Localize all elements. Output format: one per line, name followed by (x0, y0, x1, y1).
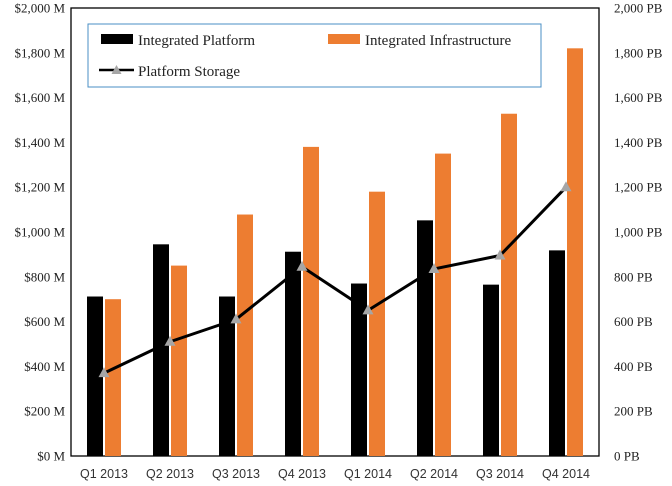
x-tick-label: Q1 2013 (80, 467, 128, 481)
y-right-tick-label: 2,000 PB (614, 1, 663, 16)
line-point-platform-storage (98, 367, 110, 378)
plot-frame (70, 7, 600, 457)
bars (87, 48, 583, 456)
y-right-tick-label: 200 PB (614, 404, 653, 419)
bar-integrated-platform (285, 251, 301, 456)
line-platform-storage (103, 186, 568, 375)
bar-integrated-infrastructure (237, 214, 253, 456)
y-right-tick-label: 1,400 PB (614, 135, 663, 150)
line-point-platform-storage (164, 335, 176, 346)
line-series (98, 181, 572, 378)
y-axis-left: $0 M $200 M $400 M $600 M $800 M $1,000 M $1,2… (14, 1, 65, 464)
y-left-tick-label: $800 M (24, 269, 65, 284)
bar-integrated-platform (351, 283, 367, 456)
bar-integrated-platform (483, 284, 499, 456)
y-left-tick-label: $2,000 M (14, 1, 65, 16)
y-right-tick-label: 800 PB (614, 269, 653, 284)
x-tick-label: Q4 2013 (278, 467, 326, 481)
bar-integrated-platform (153, 244, 169, 456)
legend-label-integrated-infrastructure: Integrated Infrastructure (365, 33, 512, 49)
legend-label-integrated-platform: Integrated Platform (138, 33, 255, 49)
y-right-tick-label: 0 PB (614, 449, 640, 464)
bar-integrated-platform (417, 220, 433, 456)
bar-integrated-platform (219, 296, 235, 456)
y-right-tick-label: 1,800 PB (614, 45, 663, 60)
y-axis-right: 0 PB 200 PB 400 PB 600 PB 800 PB 1,000 PB 1,20… (614, 1, 663, 464)
legend-label-platform-storage: Platform Storage (138, 64, 240, 80)
legend-box (87, 23, 542, 88)
legend-marker-platform-storage (111, 65, 122, 74)
y-right-tick-label: 400 PB (614, 359, 653, 374)
x-tick-label: Q3 2014 (476, 467, 524, 481)
legend-swatch-integrated-infrastructure (328, 34, 360, 44)
y-left-tick-label: $0 M (37, 449, 65, 464)
line-point-platform-storage (560, 181, 572, 192)
y-left-tick-label: $600 M (24, 314, 65, 329)
x-tick-label: Q2 2014 (410, 467, 458, 481)
y-left-tick-label: $1,000 M (14, 225, 65, 240)
y-right-tick-label: 600 PB (614, 314, 653, 329)
x-tick-label: Q3 2013 (212, 467, 260, 481)
bar-integrated-infrastructure (369, 191, 385, 456)
legend: Integrated Platform Integrated Infrastru… (87, 23, 542, 88)
bar-integrated-infrastructure (567, 48, 583, 456)
legend-swatch-integrated-platform (101, 34, 133, 44)
x-tick-label: Q4 2014 (542, 467, 590, 481)
bar-integrated-infrastructure (171, 265, 187, 456)
line-point-platform-storage (296, 260, 308, 271)
bar-integrated-infrastructure (303, 146, 319, 456)
line-point-platform-storage (428, 262, 440, 273)
y-left-tick-label: $200 M (24, 404, 65, 419)
line-point-platform-storage (494, 249, 506, 260)
bar-integrated-infrastructure (435, 153, 451, 456)
y-right-tick-label: 1,600 PB (614, 90, 663, 105)
bar-integrated-infrastructure (501, 113, 517, 456)
x-tick-label: Q1 2014 (344, 467, 392, 481)
y-left-tick-label: $1,800 M (14, 45, 65, 60)
line-point-platform-storage (362, 304, 374, 315)
bar-integrated-platform (87, 296, 103, 456)
y-right-tick-label: 1,000 PB (614, 225, 663, 240)
y-left-tick-label: $1,600 M (14, 90, 65, 105)
x-tick-label: Q2 2013 (146, 467, 194, 481)
bar-integrated-platform (549, 250, 565, 456)
x-axis: Q1 2013 Q2 2013 Q3 2013 Q4 2013 Q1 2014 Q2 20… (80, 467, 590, 481)
y-left-tick-label: $1,400 M (14, 135, 65, 150)
y-right-tick-label: 1,200 PB (614, 180, 663, 195)
bar-integrated-infrastructure (105, 299, 121, 456)
line-point-platform-storage (230, 313, 242, 324)
y-left-tick-label: $400 M (24, 359, 65, 374)
y-left-tick-label: $1,200 M (14, 180, 65, 195)
